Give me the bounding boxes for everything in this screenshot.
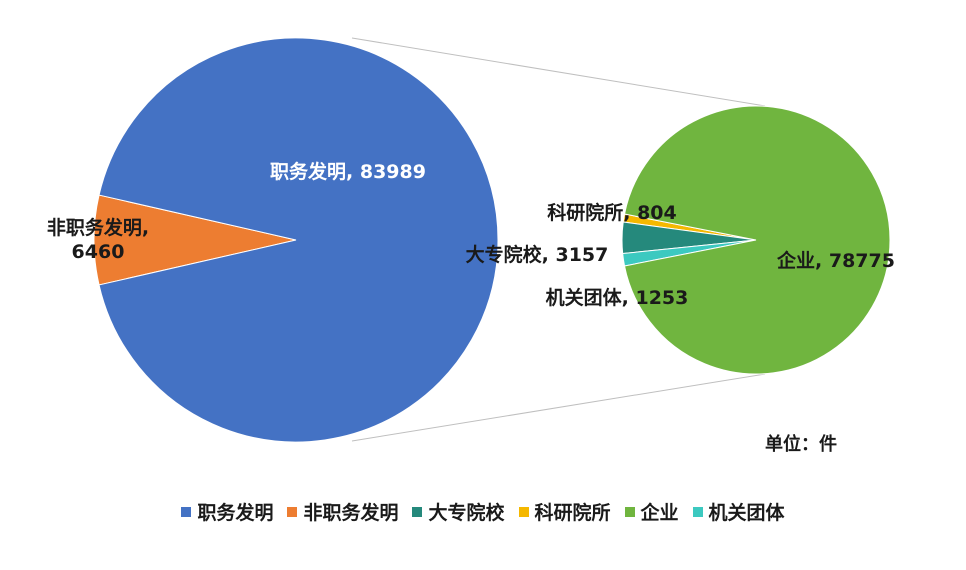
- data-label: 大专院校, 3157: [465, 244, 609, 266]
- legend-item: 职务发明: [181, 498, 273, 525]
- legend-item: 机关团体: [692, 498, 785, 525]
- legend-item: 大专院校: [412, 498, 505, 525]
- connector-line: [351, 373, 766, 442]
- legend-label: 机关团体: [708, 502, 785, 524]
- legend-item: 科研院所: [518, 498, 611, 525]
- pie-slice: [623, 105, 891, 375]
- data-label: 职务发明, 83989: [270, 161, 426, 183]
- data-label: 科研院所, 804: [547, 202, 677, 224]
- legend-label: 企业: [640, 502, 679, 524]
- pie-slice: [98, 37, 499, 443]
- legend-swatch: [624, 506, 635, 517]
- legend-swatch: [287, 506, 298, 517]
- legend-item: 企业: [624, 498, 679, 525]
- legend-item: 非职务发明: [287, 498, 398, 525]
- legend: 职务发明 非职务发明 大专院校 科研院所 企业 机关团体: [0, 498, 966, 525]
- legend-swatch: [692, 506, 703, 517]
- data-label: 企业, 78775: [777, 250, 895, 272]
- data-label: 机关团体, 1253: [545, 287, 689, 309]
- legend-swatch: [518, 506, 529, 517]
- legend-label: 职务发明: [197, 502, 274, 524]
- connector-line: [351, 37, 766, 107]
- legend-label: 非职务发明: [303, 502, 399, 524]
- data-label: 非职务发明, 6460: [46, 217, 150, 263]
- legend-swatch: [412, 506, 423, 517]
- unit-note: 单位：件: [765, 434, 837, 455]
- legend-label: 大专院校: [428, 502, 505, 524]
- legend-label: 科研院所: [534, 502, 611, 524]
- legend-swatch: [181, 506, 192, 517]
